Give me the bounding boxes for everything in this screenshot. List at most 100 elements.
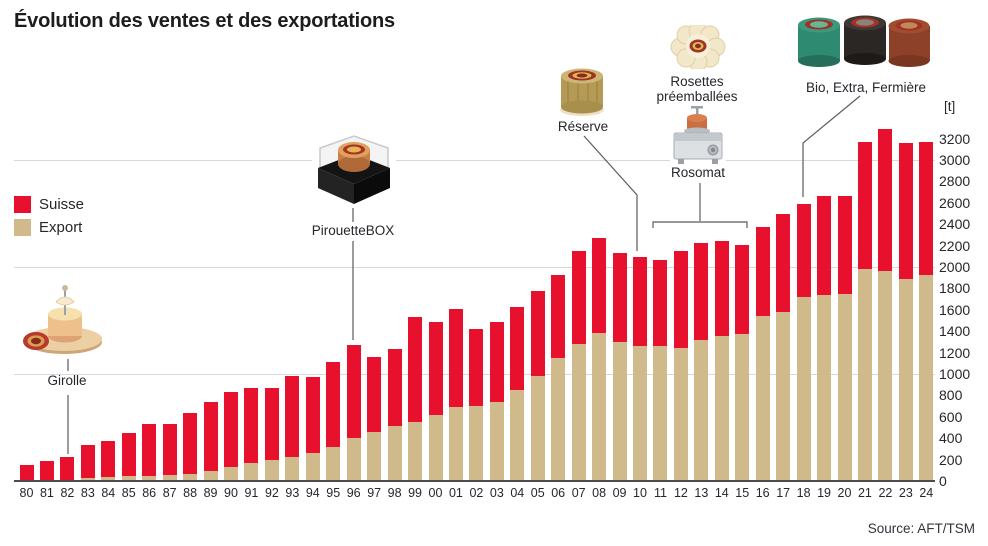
bar-export-10 (633, 346, 647, 481)
rosomat-bracket (652, 221, 748, 228)
bar-export-91 (244, 462, 259, 481)
y-tick-label-800: 800 (939, 387, 963, 404)
bar-export-19 (817, 294, 832, 481)
x-tick-label-92: 92 (264, 486, 279, 500)
x-tick-label-87: 87 (162, 486, 177, 500)
girolle-image (20, 282, 104, 356)
legend-swatch-export (14, 219, 31, 236)
bar-export-02 (469, 406, 484, 481)
bar-export-84 (101, 476, 116, 481)
bar-export-15 (735, 334, 750, 481)
x-tick-label-12: 12 (673, 486, 688, 500)
page-title: Évolution des ventes et des exportations (14, 10, 395, 32)
bio-extra-fermiere-image (797, 13, 932, 68)
bar-suisse-01 (448, 309, 463, 407)
y-tick-label-3200: 3200 (939, 130, 971, 147)
bar-suisse-00 (428, 321, 443, 416)
x-tick-label-14: 14 (714, 486, 729, 500)
bar-export-90 (224, 467, 238, 481)
bar-export-24 (919, 275, 934, 481)
bar-suisse-94 (305, 377, 320, 453)
bar-suisse-88 (183, 412, 198, 474)
x-tick-label-07: 07 (571, 486, 586, 500)
x-tick-label-83: 83 (80, 486, 95, 500)
reserve-line (583, 135, 638, 251)
y-tick-label-1200: 1200 (939, 344, 971, 361)
y-tick-label-1800: 1800 (939, 280, 971, 297)
x-tick-label-10: 10 (633, 486, 647, 500)
bar-suisse-08 (592, 238, 607, 333)
legend-label-suisse: Suisse (39, 196, 85, 213)
legend: Suisse Export (14, 193, 84, 239)
y-tick-label-200: 200 (939, 451, 963, 468)
y-tick-label-2600: 2600 (939, 194, 971, 211)
x-tick-label-88: 88 (183, 486, 198, 500)
x-tick-label-08: 08 (592, 486, 607, 500)
bar-export-01 (448, 406, 463, 481)
x-tick-label-24: 24 (919, 486, 934, 500)
bar-export-13 (694, 339, 709, 481)
x-tick-label-03: 03 (489, 486, 504, 500)
bar-suisse-07 (571, 251, 586, 344)
x-tick-label-89: 89 (203, 486, 218, 500)
rosomat-label: Rosomat (670, 165, 726, 180)
x-tick-label-21: 21 (857, 486, 872, 500)
x-tick-label-97: 97 (367, 486, 382, 500)
bar-suisse-85 (121, 432, 136, 477)
bar-suisse-97 (367, 357, 382, 432)
bar-export-89 (203, 470, 218, 481)
y-axis-unit-label: [t] (944, 99, 956, 114)
bar-export-95 (326, 447, 341, 481)
bar-export-09 (612, 341, 627, 481)
bar-suisse-22 (878, 128, 893, 271)
bar-export-83 (80, 478, 95, 481)
x-tick-label-93: 93 (285, 486, 300, 500)
bio-line (802, 95, 861, 197)
bar-suisse-17 (776, 213, 791, 313)
bar-export-17 (776, 312, 791, 481)
y-tick-label-2800: 2800 (939, 173, 971, 190)
x-tick-label-13: 13 (694, 486, 709, 500)
x-tick-label-81: 81 (39, 486, 54, 500)
bar-export-86 (142, 475, 157, 481)
x-tick-label-96: 96 (346, 486, 361, 500)
bar-export-99 (408, 421, 423, 481)
bio-extra-fermiere-label: Bio, Extra, Fermière (805, 80, 927, 95)
x-tick-label-99: 99 (408, 486, 422, 500)
bar-export-20 (837, 293, 852, 481)
y-tick-label-600: 600 (939, 408, 963, 425)
x-tick-label-17: 17 (776, 486, 791, 500)
x-tick-label-02: 02 (469, 486, 484, 500)
bar-suisse-20 (837, 196, 852, 294)
bar-suisse-92 (264, 388, 279, 461)
legend-swatch-suisse (14, 196, 31, 213)
x-tick-label-22: 22 (878, 486, 893, 500)
bar-suisse-89 (203, 401, 218, 471)
bar-suisse-14 (714, 240, 729, 336)
y-tick-label-2400: 2400 (939, 216, 971, 233)
bar-export-06 (551, 358, 566, 481)
x-tick-label-94: 94 (305, 486, 320, 500)
rosettes-image (670, 21, 726, 72)
bar-export-03 (489, 401, 504, 481)
y-tick-label-2000: 2000 (939, 259, 971, 275)
bar-suisse-06 (551, 275, 566, 359)
bar-export-14 (714, 336, 729, 481)
x-tick-label-05: 05 (530, 486, 545, 500)
bar-export-11 (653, 345, 668, 481)
bar-suisse-10 (633, 256, 647, 347)
legend-item-export: Export (14, 216, 84, 239)
source-credit: Source: AFT/TSM (867, 521, 975, 536)
bar-suisse-11 (653, 260, 668, 346)
bar-suisse-96 (346, 345, 361, 439)
bar-export-98 (387, 426, 402, 481)
reserve-label: Réserve (557, 119, 609, 134)
gridline-2000 (14, 266, 935, 268)
y-tick-label-1000: 1000 (939, 366, 971, 382)
bar-export-97 (367, 431, 382, 481)
y-tick-label-0: 0 (939, 473, 947, 489)
bar-export-93 (285, 456, 300, 481)
bar-suisse-84 (101, 441, 116, 477)
bar-suisse-19 (817, 195, 832, 295)
